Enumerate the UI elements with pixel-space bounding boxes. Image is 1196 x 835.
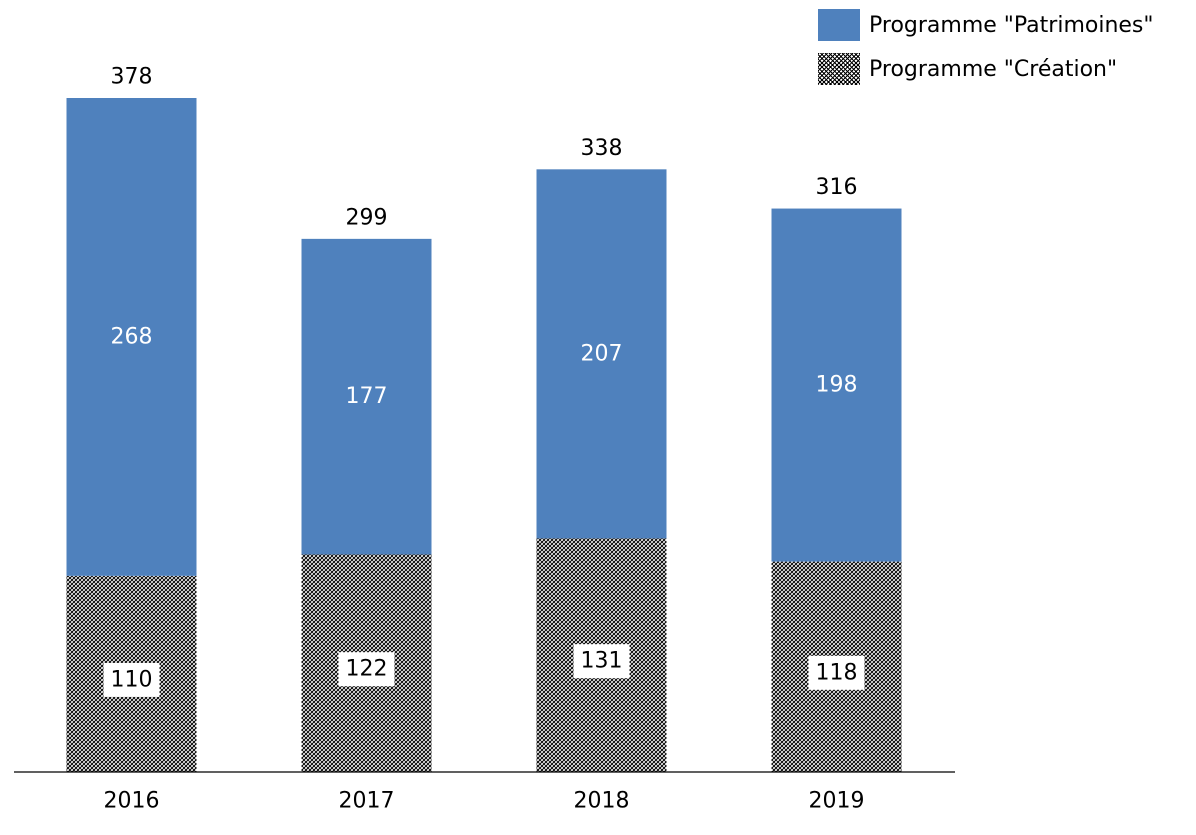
value-label-patrimoines-2019: 198 xyxy=(816,373,858,398)
value-label-box-creation-2017 xyxy=(338,652,395,687)
value-label-creation-2016: 110 xyxy=(111,667,153,692)
x-tick-label-2017: 2017 xyxy=(339,789,395,814)
x-tick-label-2016: 2016 xyxy=(104,789,160,814)
value-label-box-creation-2016 xyxy=(103,662,160,697)
value-label-creation-2017: 122 xyxy=(346,657,388,682)
legend-item-creation: Programme "Création" xyxy=(818,52,1154,86)
total-label-2018: 338 xyxy=(581,136,623,161)
legend-swatch-patrimoines xyxy=(818,9,860,41)
total-label-2017: 299 xyxy=(346,205,388,230)
x-tick-label-2019: 2019 xyxy=(809,789,865,814)
bar-patrimoines-2017 xyxy=(301,238,432,555)
legend-label-creation: Programme "Création" xyxy=(869,56,1118,82)
value-label-box-creation-2018 xyxy=(573,644,630,679)
legend-swatch-creation xyxy=(818,53,860,85)
bar-patrimoines-2019 xyxy=(771,208,902,562)
legend-item-patrimoines: Programme "Patrimoines" xyxy=(818,8,1154,42)
value-label-patrimoines-2018: 207 xyxy=(581,341,623,366)
value-label-patrimoines-2016: 268 xyxy=(111,324,153,349)
bar-patrimoines-2016 xyxy=(66,98,197,576)
total-label-2019: 316 xyxy=(816,175,858,200)
bar-patrimoines-2018 xyxy=(536,169,667,539)
legend: Programme "Patrimoines" Programme "Créat… xyxy=(818,8,1154,96)
x-tick-label-2018: 2018 xyxy=(574,789,630,814)
value-label-creation-2019: 118 xyxy=(816,660,858,685)
value-label-patrimoines-2017: 177 xyxy=(346,384,388,409)
legend-label-patrimoines: Programme "Patrimoines" xyxy=(869,12,1154,38)
value-label-box-creation-2019 xyxy=(808,655,865,690)
value-label-creation-2018: 131 xyxy=(581,649,623,674)
total-label-2016: 378 xyxy=(111,65,153,90)
